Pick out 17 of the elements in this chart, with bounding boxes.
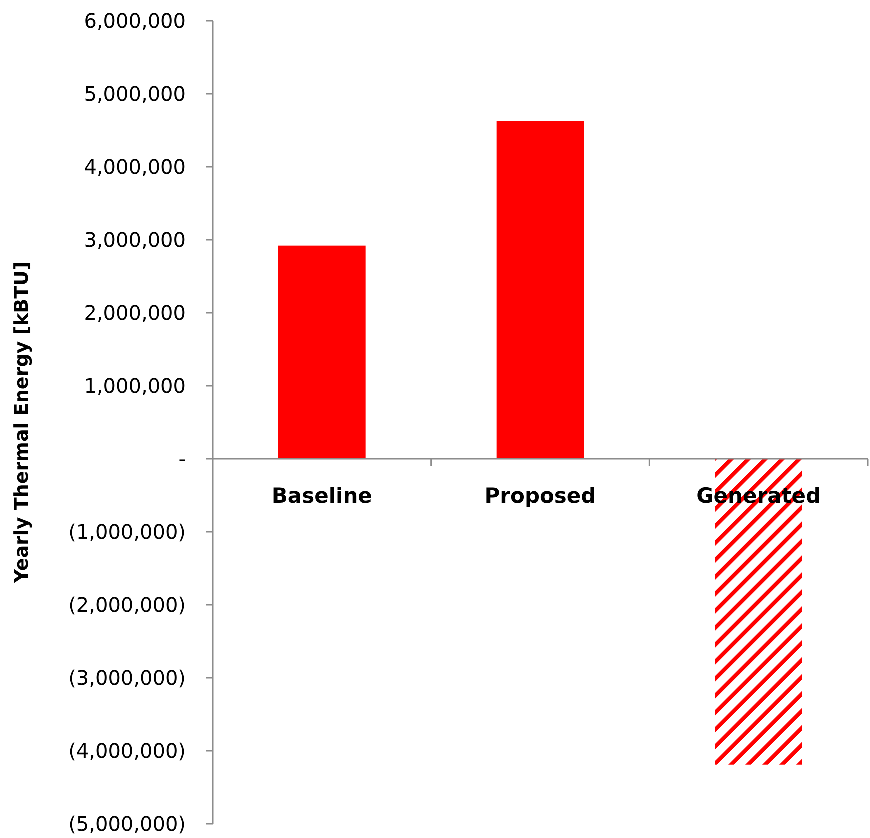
x-tick-label: Baseline: [272, 484, 372, 508]
bar: [278, 246, 366, 459]
y-tick-label: (4,000,000): [68, 739, 186, 763]
y-tick-label: 1,000,000: [84, 374, 186, 398]
y-tick-label: 5,000,000: [84, 82, 186, 106]
y-tick-label: (5,000,000): [68, 812, 186, 836]
y-tick-label: (2,000,000): [68, 593, 186, 617]
y-tick-label: 3,000,000: [84, 228, 186, 252]
x-tick-label: Proposed: [484, 484, 596, 508]
y-tick-label: (3,000,000): [68, 666, 186, 690]
y-tick-label: 4,000,000: [84, 155, 186, 179]
y-tick-label: -: [178, 447, 186, 471]
bar: [496, 121, 584, 459]
y-tick-label: 2,000,000: [84, 301, 186, 325]
y-axis-title: Yearly Thermal Energy [kBTU]: [11, 262, 33, 584]
y-tick-label: 6,000,000: [84, 9, 186, 33]
y-tick-label: (1,000,000): [68, 520, 186, 544]
